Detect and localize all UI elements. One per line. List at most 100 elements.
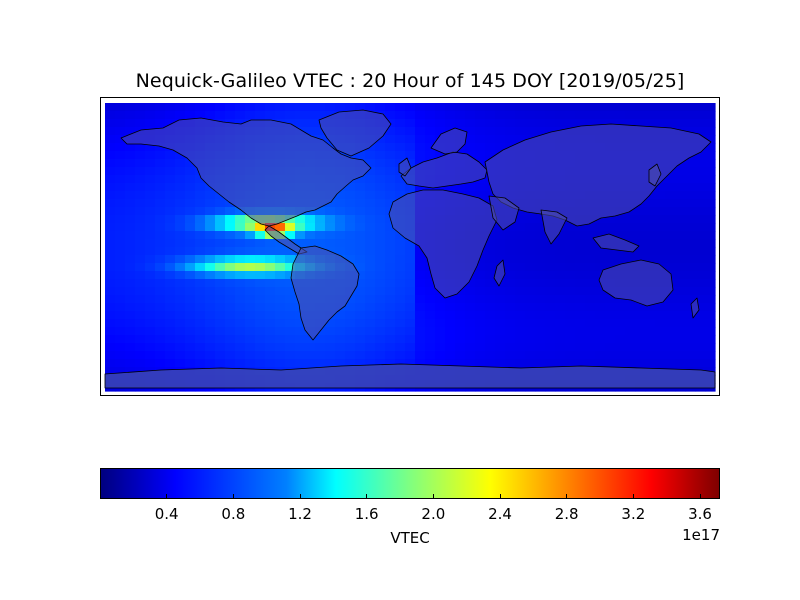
heatmap-cell xyxy=(415,103,426,112)
heatmap-cell xyxy=(475,135,486,144)
heatmap-cell xyxy=(475,103,486,112)
heatmap-cell xyxy=(205,263,216,272)
heatmap-cell xyxy=(615,103,626,112)
heatmap-cell xyxy=(185,159,196,168)
heatmap-cell xyxy=(695,223,706,232)
heatmap-cell xyxy=(165,111,176,120)
heatmap-cell xyxy=(635,343,646,352)
heatmap-cell xyxy=(545,303,556,312)
heatmap-cell xyxy=(575,103,586,112)
heatmap-cell xyxy=(145,191,156,200)
heatmap-cell xyxy=(325,359,336,368)
heatmap-cell xyxy=(305,335,316,344)
heatmap-cell xyxy=(265,287,276,296)
heatmap-cell xyxy=(455,303,466,312)
heatmap-cell xyxy=(285,343,296,352)
heatmap-cell xyxy=(485,151,496,160)
heatmap-cell xyxy=(255,247,266,256)
heatmap-cell xyxy=(565,279,576,288)
heatmap-cell xyxy=(415,311,426,320)
heatmap-cell xyxy=(115,327,126,336)
heatmap-cell xyxy=(695,271,706,280)
heatmap-cell xyxy=(375,143,386,152)
heatmap-cell xyxy=(655,103,666,112)
heatmap-cell xyxy=(365,295,376,304)
colorbar-tick-mark xyxy=(232,494,234,499)
heatmap-cell xyxy=(155,271,166,280)
heatmap-cell xyxy=(505,119,516,128)
heatmap-cell xyxy=(145,343,156,352)
heatmap-cell xyxy=(485,119,496,128)
heatmap-cell xyxy=(155,303,166,312)
heatmap-cell xyxy=(495,143,506,152)
heatmap-cell xyxy=(595,295,606,304)
heatmap-cell xyxy=(485,343,496,352)
heatmap-cell xyxy=(135,223,146,232)
heatmap-cell xyxy=(445,183,456,192)
colorbar-tick-mark xyxy=(699,494,701,499)
heatmap-cell xyxy=(325,343,336,352)
heatmap-cell xyxy=(115,143,126,152)
heatmap-cell xyxy=(245,223,256,232)
heatmap-cell xyxy=(215,111,226,120)
heatmap-cell xyxy=(465,191,476,200)
heatmap-cell xyxy=(505,135,516,144)
heatmap-cell xyxy=(415,335,426,344)
heatmap-cell xyxy=(115,311,126,320)
heatmap-cell xyxy=(465,279,476,288)
heatmap-cell xyxy=(405,255,416,264)
uk-landmass xyxy=(398,157,412,177)
heatmap-cell xyxy=(185,191,196,200)
heatmap-cell xyxy=(485,135,496,144)
heatmap-cell xyxy=(175,263,186,272)
heatmap-cell xyxy=(695,351,706,360)
heatmap-cell xyxy=(665,215,676,224)
heatmap-cell xyxy=(185,335,196,344)
heatmap-cell xyxy=(475,303,486,312)
heatmap-cell xyxy=(265,343,276,352)
heatmap-cell xyxy=(195,247,206,256)
heatmap-cell xyxy=(405,183,416,192)
heatmap-cell xyxy=(455,343,466,352)
heatmap-cell xyxy=(265,303,276,312)
heatmap-cell xyxy=(425,279,436,288)
heatmap-cell xyxy=(175,351,186,360)
heatmap-cell xyxy=(105,351,116,360)
heatmap-cell xyxy=(675,279,686,288)
heatmap-cell xyxy=(375,255,386,264)
heatmap-cell xyxy=(115,175,126,184)
heatmap-cell xyxy=(365,247,376,256)
heatmap-cell xyxy=(145,175,156,184)
heatmap-cell xyxy=(345,351,356,360)
heatmap-cell xyxy=(185,303,196,312)
heatmap-cell xyxy=(665,191,676,200)
heatmap-cell xyxy=(485,183,496,192)
heatmap-cell xyxy=(425,135,436,144)
heatmap-cell xyxy=(225,263,236,272)
heatmap-cell xyxy=(185,175,196,184)
heatmap-cell xyxy=(385,183,396,192)
heatmap-cell xyxy=(575,279,586,288)
heatmap-cell xyxy=(535,327,546,336)
heatmap-cell xyxy=(435,319,446,328)
heatmap-cell xyxy=(495,119,506,128)
heatmap-cell xyxy=(705,103,716,112)
heatmap-cell xyxy=(565,343,576,352)
heatmap-cell xyxy=(335,343,346,352)
heatmap-cell xyxy=(145,287,156,296)
heatmap-cell xyxy=(425,319,436,328)
heatmap-cell xyxy=(395,327,406,336)
heatmap-cell xyxy=(125,103,136,112)
heatmap-cell xyxy=(145,335,156,344)
heatmap-cell xyxy=(145,159,156,168)
heatmap-cell xyxy=(525,247,536,256)
heatmap-cell xyxy=(575,239,586,248)
heatmap-cell xyxy=(395,119,406,128)
heatmap-cell xyxy=(615,351,626,360)
heatmap-cell xyxy=(455,111,466,120)
heatmap-cell xyxy=(595,287,606,296)
heatmap-cell xyxy=(575,119,586,128)
heatmap-cell xyxy=(175,327,186,336)
heatmap-cell xyxy=(555,287,566,296)
heatmap-cell xyxy=(315,127,326,136)
